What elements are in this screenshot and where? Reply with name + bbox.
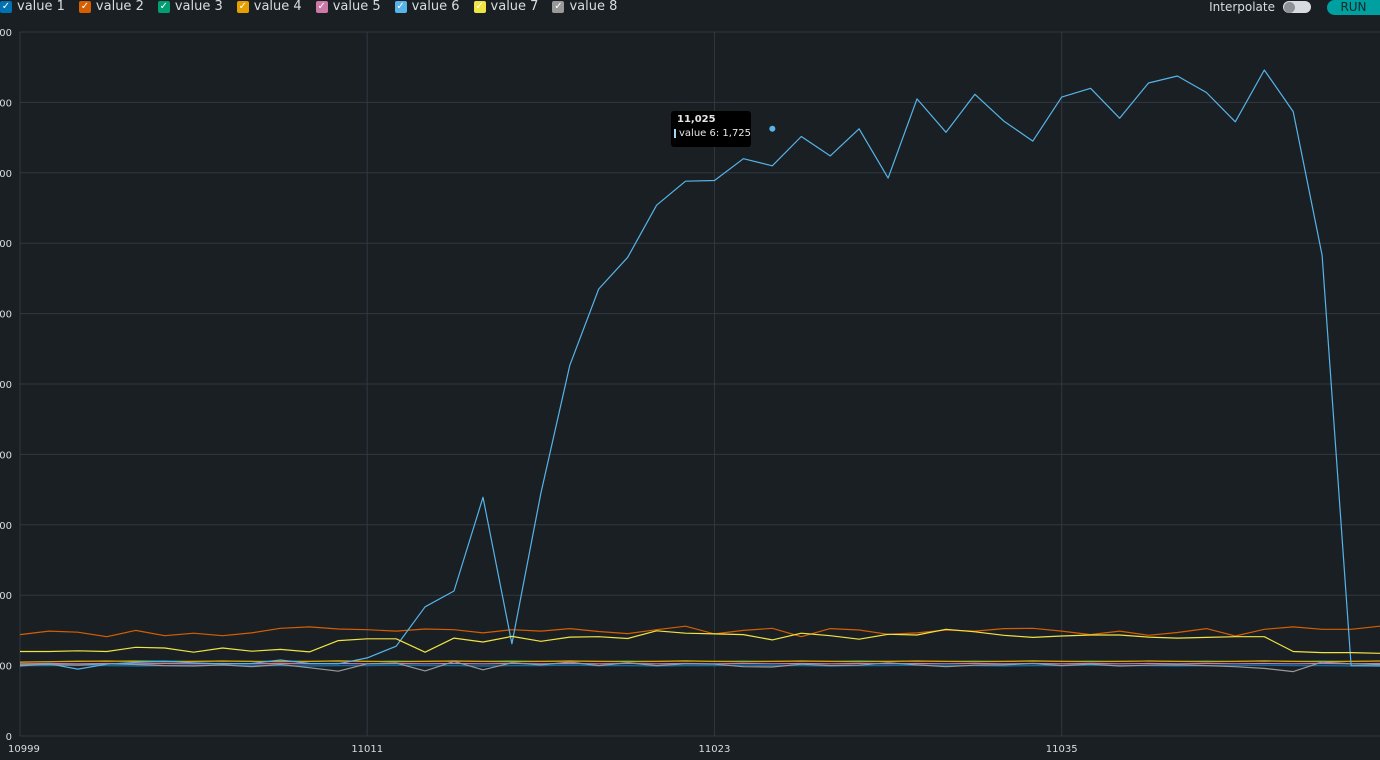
- legend-label: value 6: [411, 0, 460, 14]
- check-icon: ✓: [394, 1, 407, 13]
- y-tick-label: 00: [0, 310, 12, 321]
- legend-label: value 4: [253, 0, 302, 14]
- x-tick-label: 11011: [351, 744, 383, 755]
- legend-label: value 5: [332, 0, 381, 14]
- legend-item-value-4[interactable]: ✓ value 4: [236, 0, 302, 14]
- check-icon: ✓: [473, 1, 486, 13]
- x-tick-label: 10999: [8, 744, 40, 755]
- y-tick-label: 00: [0, 28, 12, 39]
- series-line-value-8: [19, 660, 1380, 673]
- chart-controls: Interpolate RUN: [1209, 0, 1380, 15]
- run-button[interactable]: RUN: [1327, 0, 1380, 15]
- y-tick-label: 00: [0, 591, 12, 602]
- series-line-value-4: [19, 660, 1380, 663]
- series-line-value-7: [20, 628, 1380, 654]
- tooltip-x-label: 11,025: [677, 114, 716, 125]
- check-icon: ✓: [315, 1, 328, 13]
- check-icon: ✓: [552, 1, 565, 13]
- legend-label: value 1: [17, 0, 65, 14]
- legend-item-value-5[interactable]: ✓ value 5: [315, 0, 381, 14]
- legend: ✓ value 1 ✓ value 2 ✓ value 3 ✓ value 4 …: [0, 0, 631, 14]
- legend-item-value-7[interactable]: ✓ value 7: [473, 0, 539, 14]
- legend-item-value-1[interactable]: ✓ value 1: [0, 0, 65, 14]
- y-tick-label: 0: [6, 732, 12, 743]
- interpolate-toggle[interactable]: [1283, 1, 1311, 13]
- toggle-knob: [1284, 2, 1295, 13]
- check-icon: ✓: [157, 1, 170, 13]
- y-tick-label: 00: [0, 380, 12, 391]
- legend-label: value 8: [569, 0, 618, 14]
- interpolate-label: Interpolate: [1209, 0, 1275, 14]
- series-line-value-2: [19, 625, 1380, 638]
- check-icon: ✓: [78, 1, 91, 13]
- hover-point-marker: [769, 125, 776, 132]
- x-axis-ticks: 10999 11011 11023 11035: [8, 744, 1078, 755]
- y-tick-label: 00: [0, 98, 12, 109]
- tooltip-series-text: value 6: 1,725: [679, 128, 752, 139]
- x-tick-label: 11023: [699, 744, 731, 755]
- legend-label: value 2: [95, 0, 144, 14]
- legend-label: value 7: [490, 0, 539, 14]
- check-icon: ✓: [0, 1, 12, 13]
- legend-item-value-6[interactable]: ✓ value 6: [394, 0, 460, 14]
- legend-item-value-3[interactable]: ✓ value 3: [157, 0, 223, 14]
- y-tick-label: 00: [0, 662, 12, 673]
- series-line-value-6: [19, 69, 1380, 670]
- tooltip-row: value 6: 1,725: [674, 128, 752, 139]
- y-tick-label: 00: [0, 450, 12, 461]
- check-icon: ✓: [236, 1, 249, 13]
- y-tick-label: 00: [0, 169, 12, 180]
- y-tick-label: 00: [0, 239, 12, 250]
- series-lines: [19, 69, 1380, 673]
- legend-item-value-8[interactable]: ✓ value 8: [552, 0, 617, 14]
- x-tick-label: 11035: [1046, 744, 1078, 755]
- legend-label: value 3: [174, 0, 223, 14]
- legend-item-value-2[interactable]: ✓ value 2: [78, 0, 144, 14]
- chart-tooltip: 11,025 value 6: 1,725: [671, 111, 751, 147]
- tooltip-swatch: [674, 129, 676, 138]
- y-tick-label: 00: [0, 521, 12, 532]
